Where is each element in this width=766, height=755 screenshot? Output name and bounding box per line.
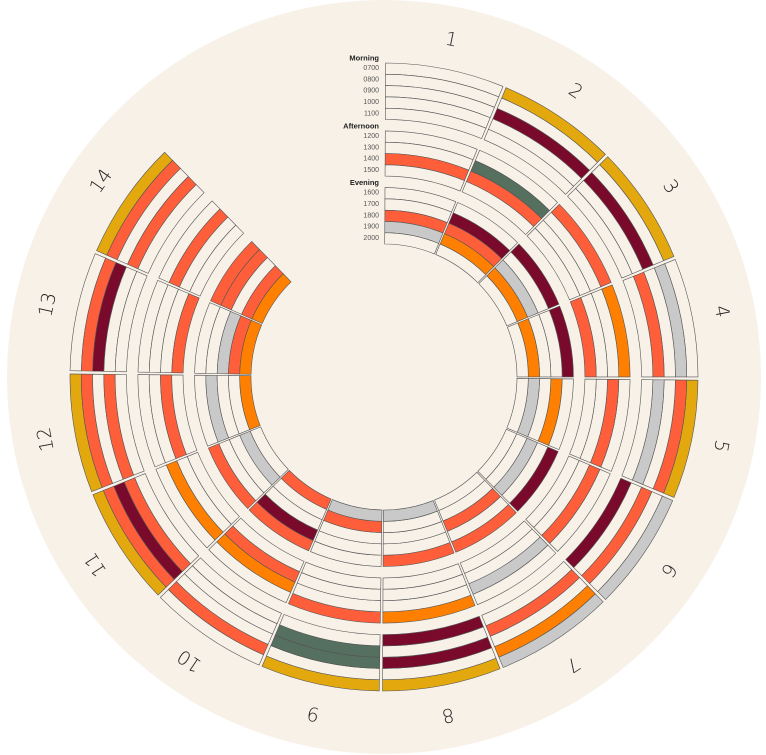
group-label-morning: Morning	[349, 54, 379, 63]
schedule-cell-day-3-2000	[478, 275, 518, 327]
schedule-cell-day-11-1100	[134, 473, 200, 565]
schedule-cell-day-11-1500	[186, 451, 240, 525]
schedule-cell-day-3-1100	[567, 187, 633, 279]
hour-label-0800: 0800	[363, 76, 379, 83]
hour-label-1000: 1000	[363, 99, 379, 106]
hour-label-1800: 1800	[363, 212, 379, 219]
schedule-cell-day-12-1100	[114, 374, 145, 476]
schedule-cell-day-3-1500	[526, 227, 581, 301]
schedule-cell-day-4-2000	[506, 322, 529, 378]
schedule-cell-day-14-1100	[137, 184, 205, 274]
schedule-cell-day-9-1100	[279, 613, 381, 647]
schedule-cell-day-14-1500	[189, 224, 245, 297]
hour-label-1300: 1300	[363, 144, 379, 151]
schedule-cell-day-2-2000	[435, 243, 487, 284]
schedule-cell-day-13-1500	[171, 293, 200, 374]
day-label-1: 1	[443, 28, 459, 52]
schedule-cell-day-2-1500	[461, 181, 535, 235]
day-label-4: 4	[710, 303, 734, 319]
cells-layer	[69, 62, 699, 692]
schedule-cell-day-1-1100	[385, 107, 487, 140]
schedule-cell-day-5-1100	[621, 379, 654, 481]
schedule-cell-day-8-2000	[383, 500, 438, 522]
hour-label-2000: 2000	[363, 235, 379, 242]
schedule-cell-day-4-1500	[569, 297, 597, 378]
schedule-cell-day-8-1100	[382, 615, 484, 647]
schedule-cell-day-7-1100	[481, 561, 573, 627]
schedule-cell-day-9-1500	[301, 561, 382, 590]
schedule-cell-day-12-1500	[171, 374, 198, 455]
hour-label-1600: 1600	[363, 190, 379, 197]
schedule-cell-day-10-1500	[232, 517, 305, 573]
schedule-cell-day-6-2000	[477, 428, 518, 480]
hour-label-1200: 1200	[363, 133, 379, 140]
schedule-cell-day-11-2000	[249, 426, 289, 478]
schedule-cell-day-1-1500	[384, 164, 465, 192]
hour-label-1100: 1100	[364, 110, 379, 117]
schedule-cell-day-4-1100	[622, 275, 654, 378]
schedule-cell-day-10-2000	[280, 469, 332, 510]
schedule-cell-day-8-1500	[382, 563, 463, 590]
day-label-13: 13	[34, 291, 61, 319]
hour-label-1700: 1700	[363, 201, 379, 208]
schedule-cell-day-2-1100	[483, 128, 575, 195]
hour-label-1900: 1900	[363, 224, 379, 231]
day-label-8: 8	[440, 703, 456, 727]
schedule-cell-day-13-2000	[239, 319, 263, 375]
schedule-cell-day-7-1500	[459, 520, 533, 574]
schedule-cell-day-1-2000	[384, 232, 440, 255]
hour-label-1400: 1400	[363, 156, 379, 163]
hour-label-0900: 0900	[363, 88, 379, 95]
group-label-evening: Evening	[350, 178, 380, 187]
day-label-5: 5	[709, 438, 733, 454]
schedule-cell-day-10-1100	[192, 557, 282, 625]
schedule-cell-day-12-2000	[239, 375, 261, 431]
schedule-cell-day-7-2000	[434, 471, 486, 511]
group-label-afternoon: Afternoon	[343, 121, 379, 130]
schedule-cell-day-9-2000	[327, 499, 383, 522]
schedule-cell-day-14-2000	[251, 273, 292, 324]
schedule-cell-day-5-1500	[569, 378, 597, 459]
hour-label-0700: 0700	[363, 65, 379, 72]
schedule-cell-day-6-1100	[565, 477, 632, 568]
schedule-cell-day-13-1100	[114, 271, 148, 373]
schedule-cell-day-5-2000	[506, 378, 529, 433]
day-label-9: 9	[305, 702, 321, 726]
hour-label-1500: 1500	[363, 167, 379, 174]
schedule-cell-day-6-1500	[525, 455, 580, 528]
day-label-12: 12	[33, 425, 59, 453]
